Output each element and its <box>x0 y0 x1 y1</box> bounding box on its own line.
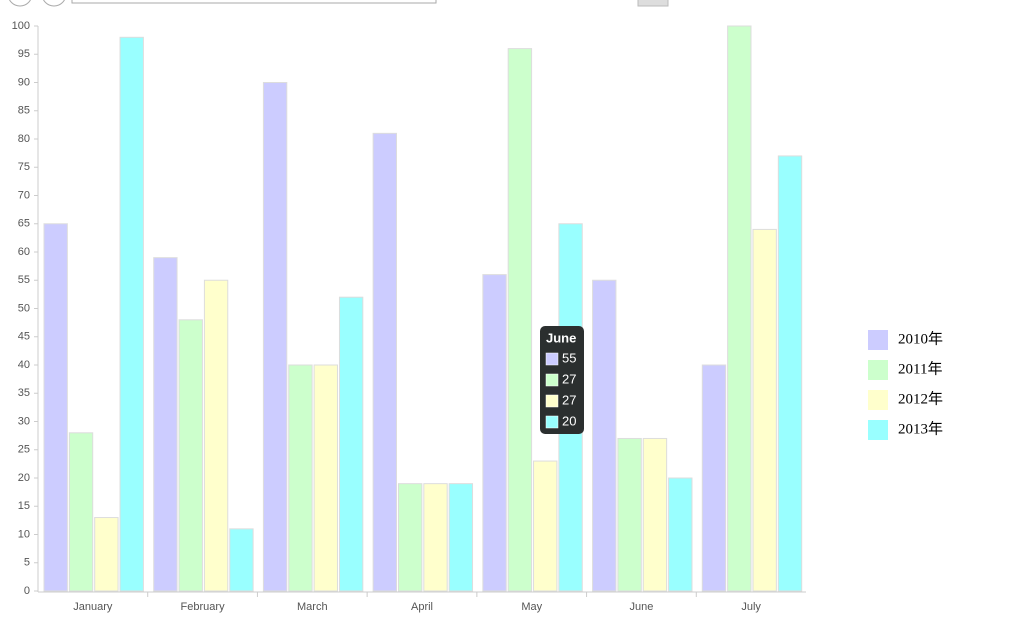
bar <box>203 279 229 592</box>
bar <box>642 437 668 592</box>
tooltip-value: 27 <box>562 392 576 407</box>
legend-label: 2012年 <box>898 390 943 407</box>
control-button[interactable] <box>637 0 669 7</box>
legend-label: 2011年 <box>898 360 942 377</box>
y-tick-label: 30 <box>18 415 30 427</box>
control-button[interactable] <box>8 0 32 7</box>
y-tick-label: 35 <box>18 387 30 399</box>
legend-swatch <box>868 360 888 380</box>
y-tick-label: 5 <box>24 557 30 569</box>
bar <box>423 483 448 592</box>
bar <box>68 432 94 592</box>
bar <box>752 228 777 592</box>
x-tick-label: May <box>521 601 542 613</box>
tooltip-swatch <box>545 415 559 429</box>
legend-label: 2013年 <box>898 420 943 437</box>
y-tick-label: 65 <box>18 218 30 230</box>
x-tick-label: February <box>181 601 226 613</box>
legend-label: 2010年 <box>898 330 943 347</box>
tooltip: June 55 27 27 20 <box>540 326 584 434</box>
y-tick-label: 10 <box>18 528 30 540</box>
y-tick-label: 75 <box>18 161 30 173</box>
bar <box>313 364 338 592</box>
y-tick-label: 60 <box>18 246 30 258</box>
tooltip-swatch <box>545 352 559 366</box>
control-button[interactable] <box>42 0 66 7</box>
bar <box>43 223 68 592</box>
tooltip-swatch <box>545 373 559 387</box>
bar <box>533 460 558 592</box>
bar <box>507 48 533 592</box>
y-tick-label: 85 <box>18 105 30 117</box>
bar <box>94 517 119 592</box>
bar <box>178 319 203 592</box>
bar <box>777 155 803 592</box>
bar <box>592 279 617 592</box>
bar <box>288 364 313 592</box>
bar <box>668 477 693 592</box>
legend-swatch <box>868 390 888 410</box>
input-box[interactable] <box>71 0 437 4</box>
y-tick-label: 20 <box>18 472 30 484</box>
tooltip-value: 20 <box>562 413 576 428</box>
x-tick-label: March <box>297 601 328 613</box>
bar <box>153 257 178 592</box>
x-tick-label: April <box>411 601 433 613</box>
y-tick-label: 50 <box>18 302 30 314</box>
browser-controls <box>8 0 669 7</box>
y-tick-label: 80 <box>18 133 30 145</box>
y-tick-label: 100 <box>12 20 30 32</box>
tooltip-value: 27 <box>562 371 576 386</box>
bar <box>262 82 288 592</box>
y-tick-label: 40 <box>18 359 30 371</box>
y-tick-label: 95 <box>18 48 30 60</box>
bar <box>229 528 254 592</box>
y-tick-label: 90 <box>18 76 30 88</box>
y-tick-label: 25 <box>18 444 30 456</box>
tooltip-title: June <box>546 330 576 345</box>
bar <box>701 364 727 592</box>
x-tick-label: June <box>629 601 653 613</box>
y-tick-label: 15 <box>18 500 30 512</box>
y-tick-label: 70 <box>18 189 30 201</box>
bar <box>397 483 423 592</box>
bar <box>119 36 144 592</box>
tooltip-swatch <box>545 394 559 408</box>
bar <box>617 437 642 592</box>
y-tick-label: 0 <box>24 585 30 597</box>
legend-swatch <box>868 420 888 440</box>
bar <box>372 132 398 592</box>
bar <box>448 483 474 592</box>
bar <box>482 274 507 592</box>
legend-swatch <box>868 330 888 350</box>
y-tick-label: 55 <box>18 274 30 286</box>
x-tick-label: January <box>73 601 113 613</box>
bar <box>727 25 752 592</box>
y-tick-label: 45 <box>18 331 30 343</box>
x-tick-label: July <box>741 601 761 613</box>
bar <box>338 296 364 592</box>
tooltip-value: 55 <box>562 350 576 365</box>
